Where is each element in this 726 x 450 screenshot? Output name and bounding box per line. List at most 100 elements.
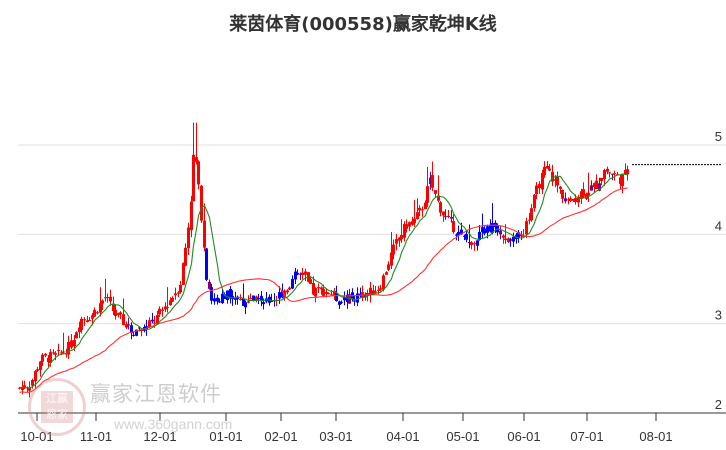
candle: [486, 226, 489, 233]
candle: [455, 234, 458, 236]
candle: [541, 173, 544, 190]
candle: [465, 233, 468, 240]
candle: [294, 271, 297, 280]
y-tick-label: 5: [715, 129, 722, 144]
candle: [117, 313, 120, 315]
y-tick-label: 2: [715, 397, 722, 412]
candle: [70, 340, 73, 348]
candle: [535, 185, 538, 195]
candle: [278, 292, 281, 299]
candle: [325, 292, 328, 294]
candle: [593, 183, 596, 187]
candle: [590, 185, 593, 191]
candle: [442, 211, 445, 216]
candle: [296, 272, 299, 275]
candle: [418, 207, 421, 211]
candle: [444, 216, 447, 218]
candle: [348, 294, 351, 304]
candle: [281, 290, 284, 298]
candle: [86, 320, 89, 322]
candle: [208, 281, 211, 289]
candle: [192, 154, 195, 202]
candle: [190, 201, 193, 231]
candle: [457, 231, 460, 236]
x-tick-label: 08-01: [639, 429, 672, 444]
candle: [179, 284, 182, 293]
candle: [184, 247, 187, 266]
candle: [18, 387, 21, 389]
candle: [624, 170, 627, 175]
candle: [158, 308, 161, 315]
candle: [156, 315, 159, 324]
chart-title: 莱茵体育(000558)赢家乾坤K线: [229, 14, 497, 35]
candle: [463, 235, 466, 237]
candle: [244, 302, 247, 308]
candle: [619, 177, 622, 184]
candle: [262, 302, 265, 305]
candle: [600, 177, 603, 182]
candle: [561, 189, 564, 199]
x-axis: 10-01 11-01 12-01 01-01 02-01 03-01 04-01 05-01…: [18, 412, 726, 444]
candle: [546, 166, 549, 169]
candle: [161, 309, 164, 311]
candle: [91, 315, 94, 319]
candle: [104, 297, 107, 299]
candle: [88, 319, 91, 321]
candle: [60, 352, 63, 354]
candle: [169, 300, 172, 306]
candle: [364, 294, 367, 298]
candle: [587, 192, 590, 196]
candle: [564, 198, 567, 202]
candle: [166, 307, 169, 309]
candle: [377, 289, 380, 291]
candle: [249, 298, 252, 300]
candle: [548, 168, 551, 171]
candle: [405, 224, 408, 229]
candle: [164, 306, 167, 310]
candle: [379, 288, 382, 290]
candle: [247, 301, 250, 303]
candle: [288, 287, 291, 290]
candle: [517, 232, 520, 238]
candle: [57, 349, 60, 351]
candle: [299, 273, 302, 275]
candle: [312, 282, 315, 295]
candle: [28, 388, 31, 391]
x-tick-label: 01-01: [209, 429, 242, 444]
candle: [301, 272, 304, 276]
candle: [489, 224, 492, 232]
candle: [359, 293, 362, 296]
candle: [504, 238, 507, 241]
candle: [421, 209, 424, 211]
candle: [80, 318, 83, 330]
candle: [366, 292, 369, 295]
candle: [603, 170, 606, 180]
candle: [416, 212, 419, 219]
candle: [507, 238, 510, 243]
candle: [554, 179, 557, 181]
candle: [356, 293, 359, 303]
candle: [509, 239, 512, 241]
candle: [252, 295, 255, 302]
candle: [119, 312, 122, 315]
candle: [543, 166, 546, 176]
candle: [400, 235, 403, 240]
candle: [551, 171, 554, 182]
candle: [392, 244, 395, 255]
candle: [54, 353, 57, 355]
candle: [390, 252, 393, 266]
candle: [333, 290, 336, 296]
candle: [140, 329, 143, 331]
candle: [291, 278, 294, 289]
candle: [34, 371, 37, 382]
candle: [491, 223, 494, 233]
candle: [353, 300, 356, 302]
candle: [473, 243, 476, 245]
candle: [138, 327, 141, 329]
candle: [613, 173, 616, 175]
candle: [67, 341, 70, 355]
x-tick-label: 04-01: [386, 429, 419, 444]
candle: [343, 297, 346, 301]
candle: [447, 216, 450, 218]
